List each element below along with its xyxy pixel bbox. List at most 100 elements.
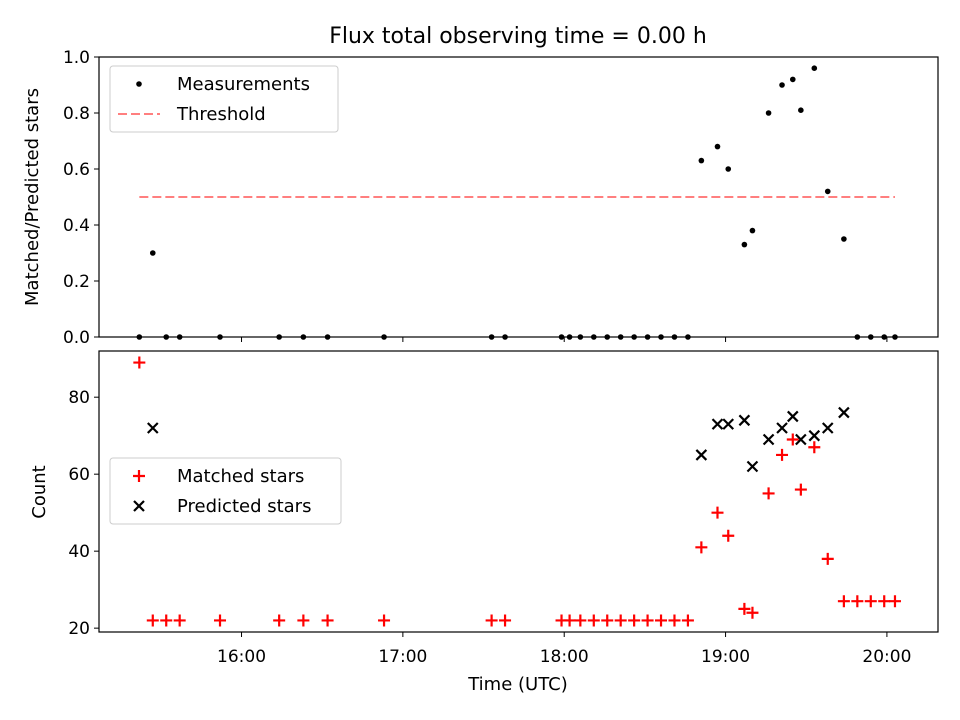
matched-star-marker (563, 614, 576, 627)
predicted-star-marker (738, 414, 751, 427)
predicted-star-marker (838, 406, 850, 419)
matched-star-marker (601, 614, 614, 627)
matched-star-markers (133, 356, 901, 627)
measurement-point (741, 241, 748, 248)
x-tick-label: 16:00 (217, 647, 266, 667)
measurement-point (698, 157, 705, 164)
measurement-point (789, 76, 796, 83)
matched-star-marker (628, 614, 641, 627)
x-tick-label: 20:00 (862, 647, 911, 667)
matched-star-marker (722, 529, 735, 542)
matched-star-marker (711, 506, 724, 519)
measurement-point (841, 236, 847, 242)
top-panel-frame (98, 56, 939, 338)
matched-star-marker (837, 595, 850, 608)
measurement-point (725, 166, 732, 172)
x-axis-label: Time (UTC) (467, 674, 568, 695)
legend-matched-marker (133, 470, 145, 482)
bottom-panel-legend-box (109, 457, 342, 525)
bottom-panel-y-axis-label: Count (29, 465, 50, 518)
matched-star-marker (160, 614, 173, 627)
legend-measurements-marker (136, 81, 142, 87)
predicted-star-marker (695, 449, 708, 461)
matched-star-marker (587, 614, 600, 627)
predicted-star-marker (776, 422, 788, 434)
top-y-tick-label: 0.6 (63, 160, 90, 180)
matched-star-marker (668, 614, 681, 627)
matched-star-marker (878, 595, 891, 608)
matched-star-marker (695, 541, 708, 554)
bottom-y-tick-label: 60 (68, 465, 90, 485)
measurement-point (749, 227, 756, 234)
measurement-point (798, 107, 804, 113)
predicted-star-marker (808, 429, 821, 442)
legend-predicted-marker (133, 500, 145, 512)
matched-star-marker (786, 433, 799, 446)
bottom-panel-y-ticks: 20 40 60 80 (68, 388, 99, 639)
bottom-y-tick-label: 40 (68, 542, 90, 562)
matched-star-marker (378, 614, 391, 627)
matched-star-marker (485, 614, 498, 627)
matched-star-marker (776, 448, 789, 461)
matched-star-marker (655, 614, 668, 627)
legend-measurements-label: Measurements (177, 74, 310, 95)
matched-star-marker (821, 552, 834, 565)
top-panel-title: Flux total observing time = 0.00 h (329, 24, 707, 49)
measurement-point (811, 65, 818, 71)
bottom-y-tick-label: 20 (68, 619, 90, 639)
predicted-star-marker (795, 433, 807, 446)
matched-star-marker (133, 356, 146, 369)
matched-star-marker (681, 614, 694, 627)
x-tick-label: 18:00 (540, 647, 589, 667)
measurement-point (149, 250, 156, 256)
matched-star-marker (574, 614, 587, 627)
top-y-tick-label: 1.0 (63, 48, 90, 68)
bottom-panel: Count Time (UTC) 20 40 60 80 16:00 17:00 18:0… (29, 350, 939, 695)
top-y-tick-label: 0.0 (63, 328, 90, 348)
predicted-star-markers (147, 406, 850, 473)
measurement-point (765, 110, 772, 116)
matched-star-marker (173, 614, 186, 627)
x-tick-label: 17:00 (378, 647, 427, 667)
top-panel-y-ticks: 0.0 0.2 0.4 0.6 0.8 1.0 (63, 48, 99, 348)
matched-star-marker (273, 614, 286, 627)
matched-star-marker (762, 487, 775, 500)
matched-star-marker (641, 614, 654, 627)
bottom-y-tick-label: 80 (68, 388, 90, 408)
top-y-tick-label: 0.4 (63, 216, 90, 236)
top-y-tick-label: 0.2 (63, 272, 90, 292)
predicted-star-marker (147, 422, 159, 434)
measurement-point (824, 188, 831, 195)
predicted-star-marker (821, 422, 834, 434)
bottom-panel-x-ticks: 16:00 17:00 18:00 19:00 20:00 (217, 632, 911, 667)
legend-threshold-label: Threshold (176, 104, 266, 125)
measurement-point (779, 82, 785, 88)
predicted-star-marker (787, 410, 799, 423)
matched-star-marker (794, 483, 807, 496)
matched-star-marker (851, 595, 864, 608)
top-panel: Flux total observing time = 0.00 h Match… (22, 24, 939, 348)
predicted-star-marker (762, 433, 775, 446)
legend-predicted-label: Predicted stars (177, 496, 311, 517)
measurement-point (714, 143, 721, 150)
matched-star-marker (146, 614, 159, 627)
top-panel-legend-box (109, 65, 339, 133)
matched-star-marker (297, 614, 310, 627)
top-panel-legend: Measurements Threshold (109, 65, 339, 133)
bottom-panel-frame (98, 350, 939, 633)
legend-matched-label: Matched stars (177, 466, 304, 487)
bottom-panel-legend: Matched stars Predicted stars (109, 457, 342, 525)
matched-star-marker (321, 614, 334, 627)
top-y-tick-label: 0.8 (63, 104, 90, 124)
matched-star-marker (864, 595, 877, 608)
matched-star-marker (888, 595, 901, 608)
predicted-star-marker (722, 418, 735, 430)
matched-star-marker (738, 602, 751, 615)
predicted-star-marker (746, 460, 759, 473)
matched-star-marker (214, 614, 227, 627)
matched-star-marker (499, 614, 512, 627)
top-panel-y-axis-label: Matched/Predicted stars (22, 88, 43, 306)
matched-star-marker (746, 606, 759, 619)
predicted-star-marker (711, 418, 724, 430)
